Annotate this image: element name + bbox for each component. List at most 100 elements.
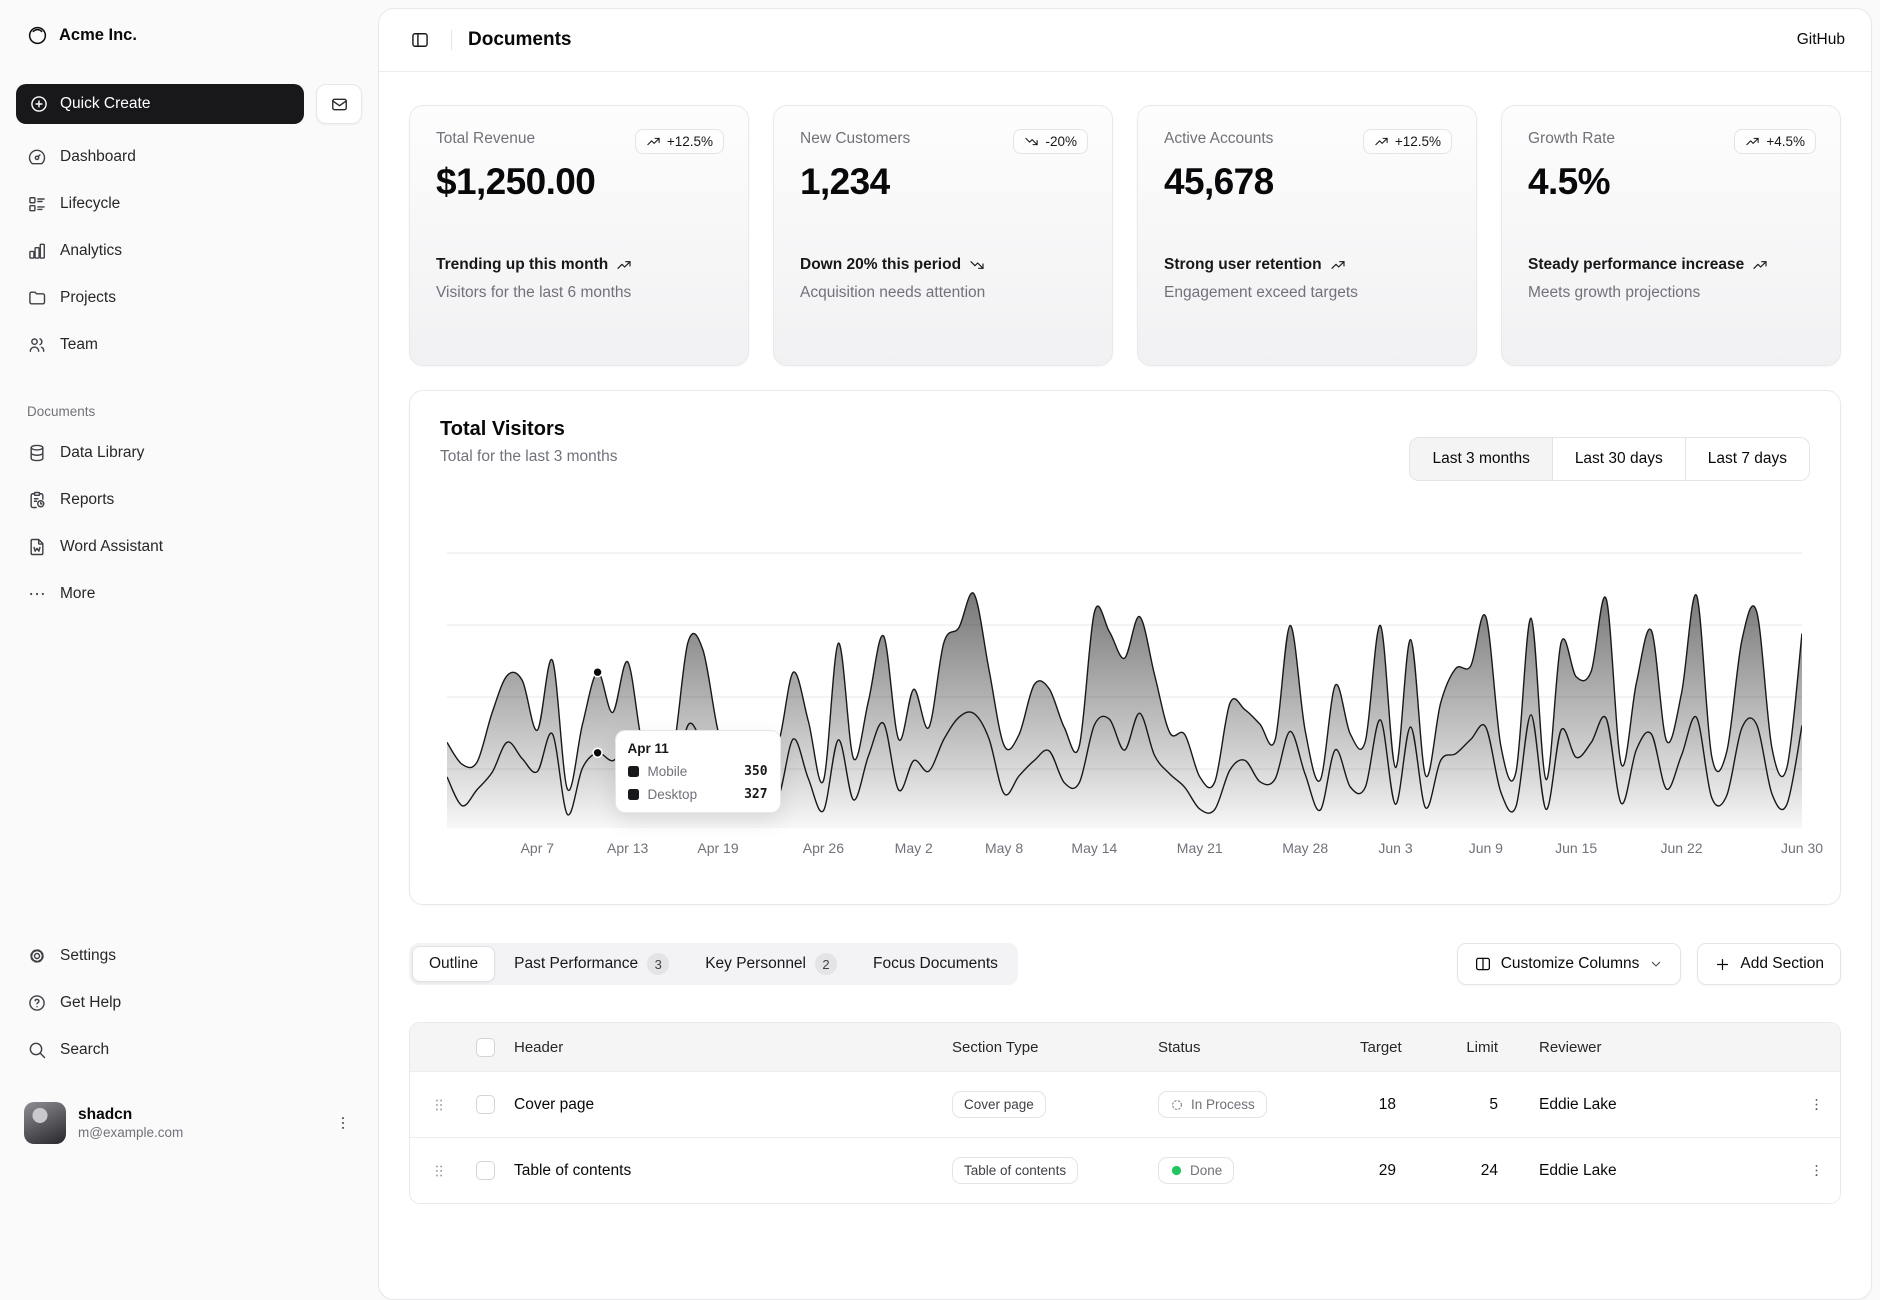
trend-icon bbox=[1745, 134, 1760, 149]
select-all-checkbox[interactable] bbox=[476, 1038, 495, 1057]
sidebar-item-get-help[interactable]: Get Help bbox=[16, 984, 362, 1022]
sidebar-item-word-assistant[interactable]: Word Assistant bbox=[16, 528, 362, 566]
trend-icon bbox=[616, 257, 632, 273]
card-value: 1,234 bbox=[800, 161, 1086, 203]
brand[interactable]: Acme Inc. bbox=[16, 16, 362, 54]
card-footer-title: Steady performance increase bbox=[1528, 254, 1814, 276]
sidebar: Acme Inc. Quick Create Dashboard Lifecyc… bbox=[0, 0, 378, 1175]
mobile-swatch bbox=[628, 766, 639, 777]
card-value: 4.5% bbox=[1528, 161, 1814, 203]
tab-past-performance[interactable]: Past Performance3 bbox=[497, 946, 686, 982]
chevron-down-icon bbox=[1648, 956, 1664, 972]
sections-table: Header Section Type Status Target Limit … bbox=[409, 1022, 1841, 1204]
sidebar-item-team[interactable]: Team bbox=[16, 326, 362, 364]
documents-group-label: Documents bbox=[16, 404, 362, 419]
sidebar-item-more[interactable]: More bbox=[16, 575, 362, 613]
sidebar-item-projects[interactable]: Projects bbox=[16, 279, 362, 317]
report-icon bbox=[27, 490, 47, 510]
tab-focus-documents[interactable]: Focus Documents bbox=[856, 946, 1015, 982]
tooltip-row: Desktop 327 bbox=[628, 787, 768, 802]
reviewer-cell: Eddie Lake bbox=[1510, 1096, 1792, 1114]
stat-card-new-customers: New Customers -20% 1,234 Down 20% this p… bbox=[773, 105, 1113, 366]
stat-card-growth-rate: Growth Rate +4.5% 4.5% Steady performanc… bbox=[1501, 105, 1841, 366]
tab-key-personnel[interactable]: Key Personnel2 bbox=[688, 946, 854, 982]
quick-create-button[interactable]: Quick Create bbox=[16, 84, 304, 124]
folder-icon bbox=[27, 288, 47, 308]
page-header: Documents GitHub bbox=[379, 9, 1871, 72]
range-last-7-days[interactable]: Last 7 days bbox=[1685, 438, 1809, 480]
sidebar-item-analytics[interactable]: Analytics bbox=[16, 232, 362, 270]
col-limit: Limit bbox=[1424, 1039, 1510, 1056]
table-row[interactable]: Cover page Cover page In Process 18 5 Ed… bbox=[410, 1071, 1840, 1137]
table-header-row: Header Section Type Status Target Limit … bbox=[410, 1023, 1840, 1071]
status-badge: In Process bbox=[1158, 1091, 1267, 1118]
range-last-30-days[interactable]: Last 30 days bbox=[1552, 438, 1685, 480]
dots-vertical-icon[interactable] bbox=[334, 1114, 352, 1132]
row-menu-button[interactable] bbox=[1792, 1162, 1840, 1179]
stat-cards: Total Revenue +12.5% $1,250.00 Trending … bbox=[409, 105, 1841, 366]
drag-handle[interactable] bbox=[410, 1096, 468, 1114]
status-badge: Done bbox=[1158, 1157, 1234, 1184]
trend-icon bbox=[1752, 257, 1768, 273]
row-checkbox[interactable] bbox=[476, 1095, 495, 1114]
sidebar-item-data-library[interactable]: Data Library bbox=[16, 434, 362, 472]
x-tick-label: Apr 26 bbox=[803, 840, 844, 856]
x-tick-label: Jun 22 bbox=[1661, 840, 1703, 856]
user-menu[interactable]: shadcn m@example.com bbox=[16, 1094, 362, 1152]
user-name: shadcn bbox=[78, 1107, 183, 1123]
tab-count-badge: 3 bbox=[647, 953, 669, 975]
main-nav: Dashboard Lifecycle Analytics Projects T… bbox=[16, 138, 362, 373]
x-tick-label: Apr 19 bbox=[697, 840, 738, 856]
x-tick-label: May 8 bbox=[985, 840, 1023, 856]
tooltip-date: Apr 11 bbox=[628, 741, 768, 756]
row-checkbox[interactable] bbox=[476, 1161, 495, 1180]
dots-vertical-icon bbox=[1808, 1162, 1825, 1179]
sidebar-item-reports[interactable]: Reports bbox=[16, 481, 362, 519]
sidebar-item-dashboard[interactable]: Dashboard bbox=[16, 138, 362, 176]
visitors-area-chart[interactable]: Apr 11 Mobile 350 Desktop 327 bbox=[447, 545, 1802, 828]
trend-badge: -20% bbox=[1013, 129, 1088, 154]
drag-handle[interactable] bbox=[410, 1162, 468, 1180]
chart-tooltip: Apr 11 Mobile 350 Desktop 327 bbox=[615, 730, 781, 813]
section-tabs: Outline Past Performance3 Key Personnel2… bbox=[409, 943, 1018, 985]
tooltip-row: Mobile 350 bbox=[628, 764, 768, 779]
inbox-button[interactable] bbox=[316, 84, 362, 124]
sidebar-item-search[interactable]: Search bbox=[16, 1031, 362, 1069]
github-link[interactable]: GitHub bbox=[1797, 31, 1845, 49]
x-tick-label: Apr 7 bbox=[521, 840, 554, 856]
row-header-cell: Cover page bbox=[504, 1096, 942, 1114]
trend-icon bbox=[1024, 134, 1039, 149]
spinner-icon bbox=[1170, 1098, 1184, 1112]
row-menu-button[interactable] bbox=[1792, 1096, 1840, 1113]
col-status: Status bbox=[1148, 1039, 1360, 1056]
panel-left-icon bbox=[410, 30, 430, 50]
main-panel: Documents GitHub Total Revenue +12.5% $1… bbox=[378, 8, 1872, 1300]
x-tick-label: Jun 9 bbox=[1469, 840, 1503, 856]
ellipsis-icon bbox=[27, 584, 47, 604]
acme-logo-icon bbox=[27, 25, 48, 46]
card-footer-title: Strong user retention bbox=[1164, 254, 1450, 276]
add-section-button[interactable]: Add Section bbox=[1697, 943, 1841, 985]
columns-icon bbox=[1474, 955, 1492, 973]
card-value: 45,678 bbox=[1164, 161, 1450, 203]
x-tick-label: Jun 30 bbox=[1781, 840, 1823, 856]
trend-icon bbox=[646, 134, 661, 149]
trend-badge: +12.5% bbox=[1363, 129, 1452, 154]
tab-outline[interactable]: Outline bbox=[412, 946, 495, 982]
page-title: Documents bbox=[468, 29, 571, 51]
help-circle-icon bbox=[27, 993, 47, 1013]
customize-columns-button[interactable]: Customize Columns bbox=[1457, 943, 1682, 985]
chart-bar-icon bbox=[27, 241, 47, 261]
tab-count-badge: 2 bbox=[815, 953, 837, 975]
col-header: Header bbox=[504, 1039, 942, 1056]
sidebar-toggle-button[interactable] bbox=[405, 25, 435, 55]
total-visitors-card: Total Visitors Total for the last 3 mont… bbox=[409, 390, 1841, 905]
x-tick-label: Apr 13 bbox=[607, 840, 648, 856]
section-type-badge: Cover page bbox=[952, 1091, 1046, 1118]
sidebar-item-lifecycle[interactable]: Lifecycle bbox=[16, 185, 362, 223]
database-icon bbox=[27, 443, 47, 463]
quick-create-label: Quick Create bbox=[60, 95, 150, 113]
range-last-3-months[interactable]: Last 3 months bbox=[1410, 438, 1551, 480]
table-row[interactable]: Table of contents Table of contents Done… bbox=[410, 1137, 1840, 1203]
sidebar-item-settings[interactable]: Settings bbox=[16, 937, 362, 975]
